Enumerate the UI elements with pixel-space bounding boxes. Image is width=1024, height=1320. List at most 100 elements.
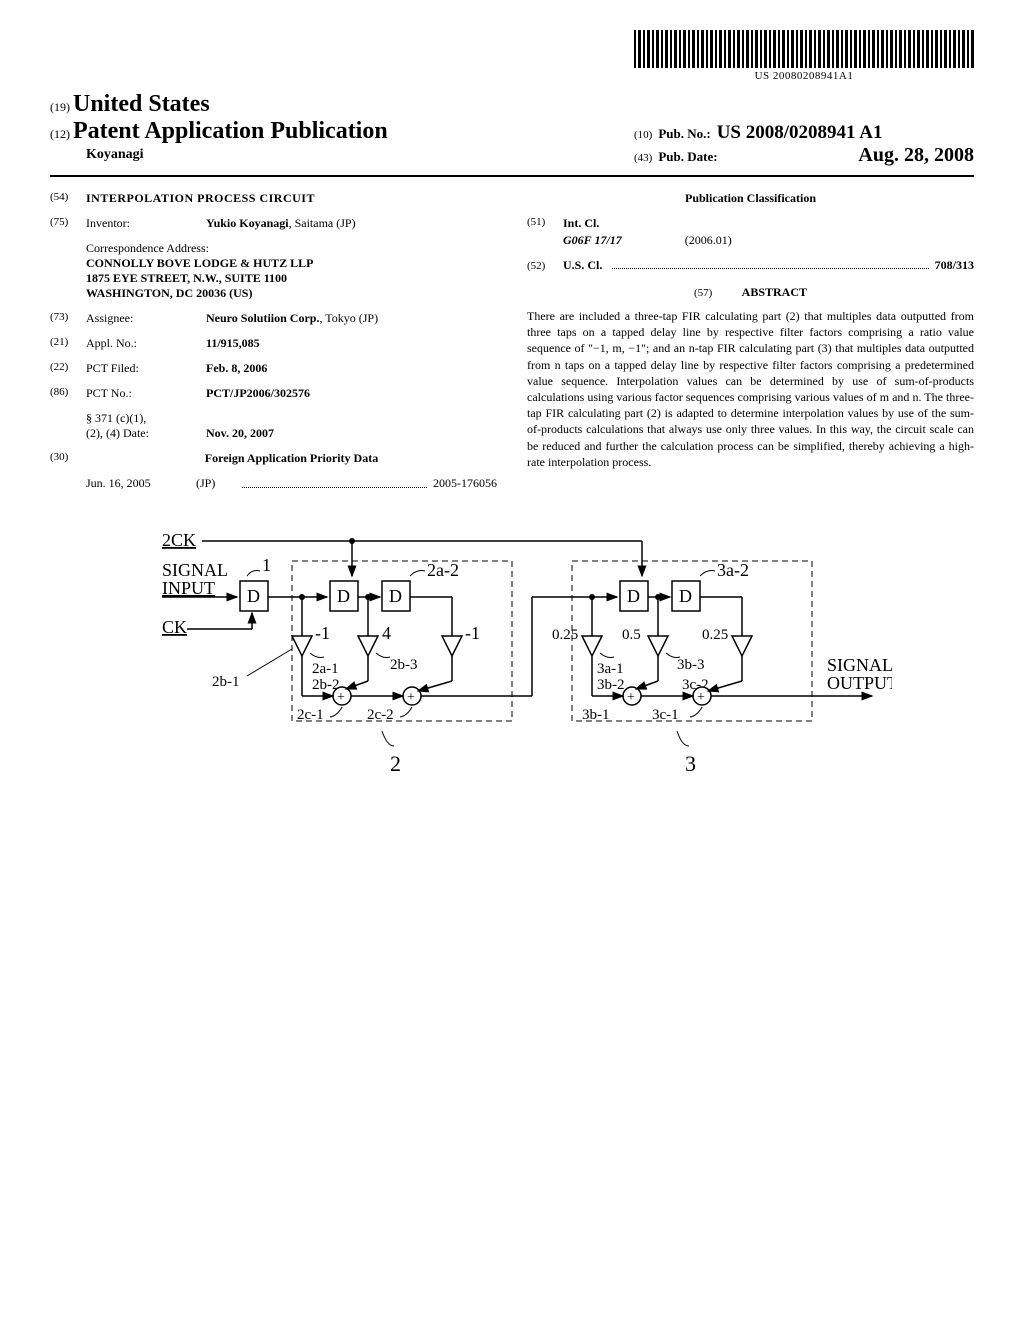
svg-text:+: +: [697, 690, 705, 705]
d-box-2b: D: [389, 586, 402, 606]
ref-3b-3: 3b-3: [677, 657, 705, 673]
label-signal-out2: OUTPUT: [827, 673, 892, 693]
circuit-diagram: 2CK SIGNAL INPUT CK D 1 D D 2a-2 -1 4 -1…: [50, 521, 974, 801]
code-30: (30): [50, 451, 86, 466]
assignee-label: Assignee:: [86, 311, 206, 326]
code-43: (43): [634, 152, 652, 164]
coef-4: 4: [382, 623, 391, 643]
label-signal-in1: SIGNAL: [162, 560, 228, 580]
intcl-label: Int. Cl.: [563, 216, 599, 231]
code-22: (22): [50, 361, 86, 376]
dots-leader: [242, 476, 427, 488]
svg-text:+: +: [337, 690, 345, 705]
applno-label: Appl. No.:: [86, 336, 206, 351]
coef-025a: 0.25: [552, 627, 578, 643]
ref-3c-1: 3c-1: [652, 707, 679, 723]
ref-3b-2: 3b-2: [597, 677, 625, 693]
barcode-stripes: [634, 30, 974, 68]
code-10: (10): [634, 129, 652, 141]
svg-text:+: +: [627, 690, 635, 705]
foreign-appnum: 2005-176056: [433, 476, 497, 491]
barcode-number: US 20080208941A1: [634, 70, 974, 82]
ref-2b-3: 2b-3: [390, 657, 418, 673]
code-51: (51): [527, 216, 563, 231]
ref-3b-1: 3b-1: [582, 707, 610, 723]
inventor-name: Yukio Koyanagi: [206, 216, 289, 230]
ref-3a-2: 3a-2: [717, 560, 749, 580]
block-3-label: 3: [685, 751, 696, 776]
pubdate-label: Pub. Date:: [658, 149, 717, 165]
right-column: Publication Classification (51) Int. Cl.…: [527, 191, 974, 491]
code-57: (57): [694, 287, 712, 299]
code-73: (73): [50, 311, 86, 326]
inventor-surname: Koyanagi: [86, 147, 388, 163]
ref-2a-2: 2a-2: [427, 560, 459, 580]
divider-rule: [50, 175, 974, 177]
uscl-value: 708/313: [935, 258, 974, 273]
foreign-header: Foreign Application Priority Data: [86, 451, 497, 466]
foreign-date: Jun. 16, 2005: [86, 476, 196, 491]
heading-left: (19) United States (12) Patent Applicati…: [50, 91, 388, 163]
coef-025b: 0.25: [702, 627, 728, 643]
code-21: (21): [50, 336, 86, 351]
inventor-label: Inventor:: [86, 216, 206, 231]
assignee-location: , Tokyo (JP): [319, 311, 378, 325]
coef-m1a: -1: [315, 623, 330, 643]
d-box-3a: D: [627, 586, 640, 606]
assignee-name: Neuro Solutiion Corp.: [206, 311, 319, 325]
pubno-label: Pub. No.:: [658, 126, 710, 142]
corr-line1: CONNOLLY BOVE LODGE & HUTZ LLP: [86, 256, 497, 271]
inventor-location: , Saitama (JP): [289, 216, 356, 230]
s371-line1: § 371 (c)(1),: [86, 411, 497, 426]
pctfiled-label: PCT Filed:: [86, 361, 206, 376]
ref-3a-1: 3a-1: [597, 661, 624, 677]
dots-leader-2: [612, 268, 928, 269]
label-2ck: 2CK: [162, 530, 196, 550]
abstract-text: There are included a three-tap FIR calcu…: [527, 308, 974, 470]
label-signal-in2: INPUT: [162, 578, 215, 598]
corr-line3: WASHINGTON, DC 20036 (US): [86, 286, 497, 301]
pub-date: Aug. 28, 2008: [858, 144, 974, 167]
ref-1: 1: [262, 555, 271, 575]
barcode-region: US 20080208941A1: [50, 30, 974, 83]
corr-line2: 1875 EYE STREET, N.W., SUITE 1100: [86, 271, 497, 286]
ref-2b-1: 2b-1: [212, 674, 240, 690]
coef-05: 0.5: [622, 627, 641, 643]
intcl-year: (2006.01): [685, 233, 732, 247]
left-column: (54) INTERPOLATION PROCESS CIRCUIT (75) …: [50, 191, 497, 491]
label-signal-out1: SIGNAL: [827, 655, 892, 675]
d-box-1: D: [247, 586, 260, 606]
ref-2a-1: 2a-1: [312, 661, 339, 677]
code-52: (52): [527, 260, 563, 272]
applno-value: 11/915,085: [206, 336, 497, 351]
d-box-2a: D: [337, 586, 350, 606]
ref-2c-1: 2c-1: [297, 707, 324, 723]
pub-class-header: Publication Classification: [527, 191, 974, 206]
code-86: (86): [50, 386, 86, 401]
corr-label: Correspondence Address:: [86, 241, 497, 256]
label-ck: CK: [162, 617, 187, 637]
country: United States: [73, 91, 210, 117]
uscl-label: U.S. Cl.: [563, 258, 602, 273]
s371-date: Nov. 20, 2007: [206, 426, 274, 441]
pub-no: US 2008/0208941 A1: [717, 122, 883, 144]
s371-line2: (2), (4) Date:: [86, 426, 206, 441]
intcl-code: G06F 17/17: [563, 233, 622, 247]
code-54: (54): [50, 191, 86, 206]
d-box-3b: D: [679, 586, 692, 606]
pctno-label: PCT No.:: [86, 386, 206, 401]
svg-text:+: +: [407, 690, 415, 705]
foreign-country: (JP): [196, 476, 236, 491]
code-75: (75): [50, 216, 86, 231]
ref-2c-2: 2c-2: [367, 707, 394, 723]
heading-right: (10) Pub. No.: US 2008/0208941 A1 (43) Pub.…: [634, 122, 974, 167]
pctfiled-value: Feb. 8, 2006: [206, 361, 497, 376]
code-12: (12): [50, 127, 70, 141]
block-2-label: 2: [390, 751, 401, 776]
abstract-label: ABSTRACT: [742, 285, 807, 299]
coef-m1b: -1: [465, 623, 480, 643]
doc-kind: Patent Application Publication: [73, 118, 388, 144]
pctno-value: PCT/JP2006/302576: [206, 386, 497, 401]
invention-title: INTERPOLATION PROCESS CIRCUIT: [86, 191, 315, 206]
code-19: (19): [50, 100, 70, 114]
